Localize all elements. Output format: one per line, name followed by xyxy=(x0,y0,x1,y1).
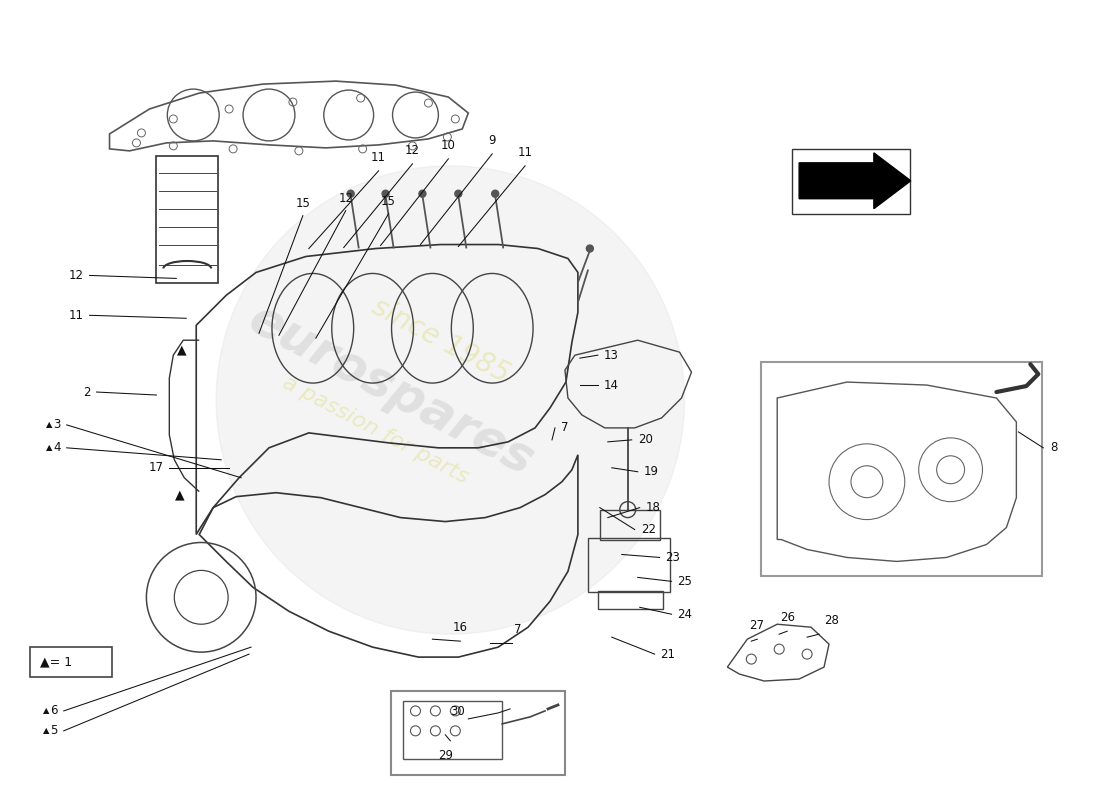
Bar xyxy=(30,647,111,677)
Text: 20: 20 xyxy=(638,434,652,446)
Text: 13: 13 xyxy=(604,349,618,362)
Bar xyxy=(156,156,218,283)
Text: 9: 9 xyxy=(488,134,496,147)
Text: 12: 12 xyxy=(68,269,84,282)
Text: 28: 28 xyxy=(824,614,839,627)
Bar xyxy=(597,591,662,610)
Text: ▲: ▲ xyxy=(175,488,184,501)
Text: ▲: ▲ xyxy=(46,443,53,452)
Text: 29: 29 xyxy=(438,749,453,762)
Text: 22: 22 xyxy=(640,523,656,536)
Bar xyxy=(761,362,1043,576)
Text: ▲: ▲ xyxy=(46,421,53,430)
Text: 18: 18 xyxy=(646,501,660,514)
Bar xyxy=(600,510,660,539)
Circle shape xyxy=(586,245,593,252)
Text: 11: 11 xyxy=(518,146,532,159)
Text: 30: 30 xyxy=(451,706,465,718)
Text: 3: 3 xyxy=(53,418,60,431)
Text: 21: 21 xyxy=(661,648,675,661)
Circle shape xyxy=(454,190,462,198)
Circle shape xyxy=(492,190,498,198)
Circle shape xyxy=(217,166,684,634)
Text: a passion for parts: a passion for parts xyxy=(279,372,472,487)
Text: ▲: ▲ xyxy=(43,726,50,735)
Text: ▲: ▲ xyxy=(43,706,50,715)
Text: 25: 25 xyxy=(678,575,692,588)
Polygon shape xyxy=(799,153,911,209)
Text: 15: 15 xyxy=(381,194,396,208)
Text: 10: 10 xyxy=(441,139,455,152)
Text: 5: 5 xyxy=(51,724,57,738)
Circle shape xyxy=(382,190,389,198)
Text: ▲: ▲ xyxy=(176,344,186,357)
Text: 16: 16 xyxy=(453,621,468,634)
Text: 11: 11 xyxy=(68,309,84,322)
Text: 2: 2 xyxy=(84,386,90,398)
Text: since 1985: since 1985 xyxy=(367,292,514,388)
Text: 17: 17 xyxy=(148,462,163,474)
Text: 12: 12 xyxy=(405,144,420,157)
Text: 8: 8 xyxy=(1050,442,1057,454)
Circle shape xyxy=(348,190,354,198)
Text: eurospares: eurospares xyxy=(240,294,541,486)
Text: 15: 15 xyxy=(296,197,310,210)
Text: 7: 7 xyxy=(515,623,521,636)
Bar xyxy=(390,691,565,774)
Bar xyxy=(403,701,503,758)
Text: 12: 12 xyxy=(338,192,353,205)
Text: ▲= 1: ▲= 1 xyxy=(40,655,72,669)
Text: 26: 26 xyxy=(780,611,794,624)
Circle shape xyxy=(419,190,426,198)
Bar xyxy=(792,149,910,214)
Bar xyxy=(587,538,670,592)
Text: 23: 23 xyxy=(666,551,681,564)
Text: 27: 27 xyxy=(749,619,763,632)
Text: 6: 6 xyxy=(51,705,57,718)
Text: 19: 19 xyxy=(644,466,659,478)
Text: 4: 4 xyxy=(53,442,60,454)
Text: 24: 24 xyxy=(678,608,693,621)
Text: 11: 11 xyxy=(371,151,386,164)
Text: 14: 14 xyxy=(604,378,619,391)
Text: 7: 7 xyxy=(561,422,569,434)
